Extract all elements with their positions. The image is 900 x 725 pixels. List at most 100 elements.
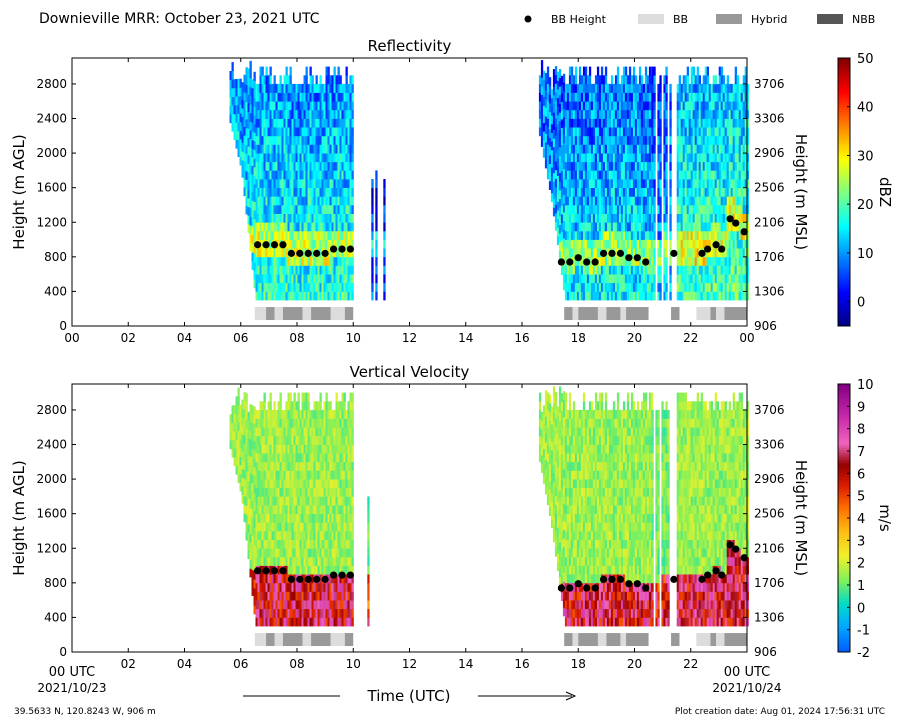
- reflectivity-cell: [562, 264, 566, 273]
- reflectivity-cell: [702, 230, 705, 240]
- reflectivity-cell: [592, 170, 596, 180]
- reflectivity-cell: [669, 187, 672, 197]
- reflectivity-cell: [686, 274, 689, 284]
- reflectivity-cell: [624, 83, 628, 93]
- velocity-cell: [245, 427, 248, 437]
- colorbar-segment: [838, 89, 850, 93]
- reflectivity-cell: [572, 127, 576, 137]
- reflectivity-cell: [734, 127, 737, 137]
- colorbar-segment: [838, 87, 850, 91]
- reflectivity-cell: [622, 222, 626, 232]
- reflectivity-cell: [746, 205, 749, 214]
- reflectivity-cell: [698, 187, 701, 197]
- reflectivity-cell: [624, 256, 628, 266]
- reflectivity-cell: [612, 196, 616, 206]
- reflectivity-cell: [702, 256, 705, 266]
- velocity-cell: [291, 565, 294, 575]
- velocity-cell: [269, 600, 272, 610]
- reflectivity-cell: [708, 127, 711, 137]
- reflectivity-cell: [706, 161, 709, 171]
- reflectivity-cell: [696, 75, 699, 85]
- reflectivity-cell: [303, 127, 306, 137]
- reflectivity-cell: [255, 248, 258, 258]
- reflectivity-cell: [704, 265, 707, 275]
- velocity-cell: [293, 548, 296, 558]
- reflectivity-cell: [622, 109, 626, 119]
- reflectivity-cell: [596, 205, 600, 214]
- reflectivity-cell: [714, 101, 717, 111]
- reflectivity-cell: [680, 256, 683, 266]
- colorbar-segment: [838, 223, 850, 227]
- reflectivity-cell: [309, 109, 312, 119]
- velocity-cell: [297, 565, 300, 575]
- reflectivity-cell: [239, 87, 242, 97]
- reflectivity-cell: [556, 227, 560, 237]
- reflectivity-cell: [606, 205, 610, 214]
- velocity-cell: [255, 582, 258, 592]
- reflectivity-cell: [604, 274, 608, 284]
- reflectivity-cell: [327, 161, 330, 171]
- reflectivity-cell: [604, 213, 608, 223]
- reflectivity-cell: [255, 101, 258, 111]
- reflectivity-cell: [568, 92, 572, 102]
- velocity-cell: [287, 513, 290, 523]
- reflectivity-cell: [696, 256, 699, 266]
- reflectivity-cell: [682, 118, 685, 128]
- reflectivity-cell: [343, 92, 346, 102]
- reflectivity-cell: [576, 170, 580, 180]
- reflectivity-cell: [560, 231, 564, 241]
- reflectivity-cell: [584, 135, 588, 145]
- reflectivity-cell: [724, 101, 727, 111]
- reflectivity-cell: [271, 153, 274, 163]
- reflectivity-cell: [277, 248, 280, 258]
- reflectivity-cell: [618, 135, 622, 145]
- reflectivity-cell: [690, 196, 693, 206]
- reflectivity-cell: [632, 144, 636, 154]
- reflectivity-cell: [271, 92, 274, 102]
- reflectivity-cell: [602, 135, 606, 145]
- reflectivity-cell: [696, 170, 699, 180]
- reflectivity-cell: [626, 135, 630, 145]
- reflectivity-cell: [622, 282, 626, 292]
- bb-height-point: [557, 258, 565, 266]
- reflectivity-cell: [323, 179, 326, 188]
- velocity-cell: [231, 448, 234, 458]
- reflectivity-cell: [566, 144, 570, 154]
- reflectivity-cell: [277, 101, 280, 111]
- reflectivity-cell: [618, 153, 622, 163]
- reflectivity-cell: [576, 83, 580, 93]
- velocity-cell: [269, 409, 272, 419]
- reflectivity-cell: [345, 144, 348, 154]
- reflectivity-cell: [319, 274, 322, 284]
- reflectivity-cell: [622, 230, 626, 240]
- reflectivity-cell: [740, 83, 743, 93]
- reflectivity-cell: [341, 239, 344, 249]
- reflectivity-cell: [602, 161, 606, 171]
- reflectivity-cell: [239, 139, 242, 149]
- reflectivity-cell: [347, 274, 350, 284]
- reflectivity-cell: [628, 213, 632, 223]
- velocity-cell: [295, 453, 298, 463]
- reflectivity-cell: [684, 92, 687, 102]
- reflectivity-cell: [624, 265, 628, 275]
- velocity-cell: [293, 522, 296, 532]
- reflectivity-cell: [287, 75, 290, 85]
- reflectivity-cell: [540, 103, 544, 113]
- reflectivity-cell: [383, 291, 386, 301]
- velocity-cell: [247, 429, 250, 438]
- velocity-cell: [263, 392, 266, 402]
- reflectivity-cell: [686, 144, 689, 154]
- reflectivity-cell: [570, 282, 574, 292]
- reflectivity-cell: [630, 265, 634, 275]
- reflectivity-cell: [653, 153, 656, 163]
- velocity-cell: [283, 548, 286, 558]
- reflectivity-cell: [594, 265, 598, 275]
- reflectivity-cell: [323, 170, 326, 180]
- reflectivity-cell: [349, 153, 352, 163]
- reflectivity-cell: [578, 256, 582, 266]
- reflectivity-cell: [277, 239, 280, 249]
- reflectivity-cell: [283, 101, 286, 111]
- reflectivity-cell: [582, 75, 586, 85]
- velocity-cell: [297, 470, 300, 480]
- reflectivity-cell: [604, 153, 608, 163]
